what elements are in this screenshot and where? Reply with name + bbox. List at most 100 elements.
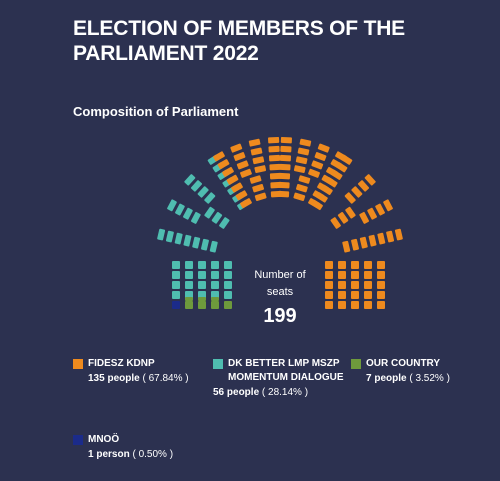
seat-fidesz bbox=[254, 165, 267, 173]
seat-fidesz bbox=[233, 152, 246, 161]
seat-fidesz bbox=[279, 163, 291, 171]
seat-fidesz bbox=[236, 160, 249, 170]
seat-fidesz bbox=[364, 174, 376, 186]
legend-label: DK BETTER LMP MSZP MOMENTUM DIALOGUE bbox=[228, 358, 344, 383]
legend-label: MNOÖ bbox=[88, 434, 120, 445]
seat-fidesz bbox=[364, 291, 372, 299]
seat-opposition bbox=[198, 271, 206, 279]
seat-fidesz bbox=[269, 172, 282, 180]
seat-our-country bbox=[198, 301, 206, 309]
seat-fidesz bbox=[338, 301, 346, 309]
legend-item-opposition: DK BETTER LMP MSZP MOMENTUM DIALOGUE 56 … bbox=[213, 357, 348, 400]
seat-opposition bbox=[224, 291, 232, 299]
total-seats-value: 199 bbox=[263, 305, 296, 327]
seat-fidesz bbox=[377, 271, 385, 279]
seat-fidesz bbox=[325, 281, 333, 289]
seat-fidesz bbox=[314, 152, 327, 161]
seat-opposition bbox=[172, 271, 180, 279]
seat-opposition bbox=[190, 180, 202, 192]
seat-opposition bbox=[197, 186, 209, 198]
seat-fidesz bbox=[268, 154, 281, 162]
seat-opposition bbox=[167, 199, 177, 212]
seat-fidesz bbox=[377, 261, 385, 269]
seat-fidesz bbox=[320, 184, 333, 195]
seat-opposition bbox=[198, 281, 206, 289]
seat-fidesz bbox=[252, 183, 265, 193]
seat-opposition bbox=[198, 261, 206, 269]
seat-fidesz bbox=[364, 281, 372, 289]
seat-fidesz bbox=[279, 154, 292, 162]
seat-fidesz bbox=[377, 232, 386, 245]
seat-fidesz bbox=[235, 190, 248, 201]
legend-swatch bbox=[73, 435, 83, 445]
seat-opposition bbox=[165, 230, 174, 243]
seat-fidesz bbox=[364, 301, 372, 309]
seat-fidesz bbox=[338, 281, 346, 289]
seat-opposition bbox=[211, 261, 219, 269]
seat-fidesz bbox=[325, 291, 333, 299]
seat-fidesz bbox=[298, 175, 311, 184]
seat-opposition bbox=[211, 271, 219, 279]
seat-fidesz bbox=[308, 168, 320, 178]
seat-fidesz bbox=[351, 281, 359, 289]
seat-opposition bbox=[185, 281, 193, 289]
seat-fidesz bbox=[394, 228, 403, 241]
seat-fidesz bbox=[311, 160, 324, 170]
seat-fidesz bbox=[240, 168, 252, 178]
legend-item-our-country: OUR COUNTRY 7 people ( 3.52% ) bbox=[351, 357, 476, 386]
seat-opposition bbox=[174, 232, 183, 245]
seat-fidesz bbox=[297, 147, 310, 156]
seat-fidesz bbox=[278, 181, 290, 189]
seat-opposition bbox=[185, 271, 193, 279]
seat-opposition bbox=[224, 261, 232, 269]
seat-fidesz bbox=[295, 183, 308, 193]
seat-fidesz bbox=[248, 138, 261, 147]
seat-opposition bbox=[183, 234, 192, 247]
legend-item-mnoo: MNOÖ 1 person ( 0.50% ) bbox=[73, 433, 203, 462]
seat-fidesz bbox=[359, 211, 370, 224]
legend-item-fidesz: FIDESZ KDNP 135 people ( 67.84% ) bbox=[73, 357, 203, 386]
seat-fidesz bbox=[359, 236, 368, 249]
seat-our-country bbox=[185, 297, 193, 301]
seat-fidesz bbox=[330, 217, 341, 229]
seat-fidesz bbox=[377, 281, 385, 289]
seat-fidesz bbox=[358, 180, 370, 192]
seat-fidesz bbox=[345, 206, 356, 219]
seat-opposition bbox=[211, 281, 219, 289]
seat-fidesz bbox=[364, 271, 372, 279]
seat-fidesz bbox=[351, 261, 359, 269]
seat-fidesz bbox=[213, 151, 225, 162]
seat-opposition bbox=[224, 271, 232, 279]
seat-opposition bbox=[211, 211, 223, 224]
seat-our-country bbox=[224, 301, 232, 309]
seat-fidesz bbox=[340, 154, 353, 165]
seat-fidesz bbox=[293, 192, 306, 201]
seat-our-country bbox=[211, 297, 219, 301]
seat-fidesz bbox=[364, 261, 372, 269]
seat-fidesz bbox=[222, 166, 234, 177]
seat-fidesz bbox=[342, 240, 351, 253]
seat-fidesz bbox=[338, 291, 346, 299]
seat-fidesz bbox=[375, 203, 385, 216]
seat-fidesz bbox=[383, 199, 393, 212]
center-label-line2: seats bbox=[267, 286, 294, 298]
seat-fidesz bbox=[311, 199, 323, 211]
legend-swatch bbox=[213, 359, 223, 369]
seat-fidesz bbox=[351, 301, 359, 309]
seat-fidesz bbox=[278, 172, 291, 180]
seat-fidesz bbox=[335, 162, 348, 173]
seat-fidesz bbox=[337, 211, 349, 224]
seat-fidesz bbox=[226, 174, 239, 185]
seat-fidesz bbox=[299, 138, 312, 147]
seat-opposition bbox=[172, 291, 180, 299]
page-title: ELECTION OF MEMBERS OF THE PARLIAMENT 20… bbox=[73, 17, 405, 65]
center-label-line1: Number of bbox=[254, 269, 306, 281]
seat-fidesz bbox=[295, 156, 308, 165]
seat-fidesz bbox=[230, 143, 243, 153]
seat-fidesz bbox=[280, 145, 292, 153]
seat-fidesz bbox=[268, 136, 280, 144]
seat-fidesz bbox=[330, 169, 343, 180]
seat-fidesz bbox=[231, 182, 243, 193]
seat-fidesz bbox=[351, 271, 359, 279]
